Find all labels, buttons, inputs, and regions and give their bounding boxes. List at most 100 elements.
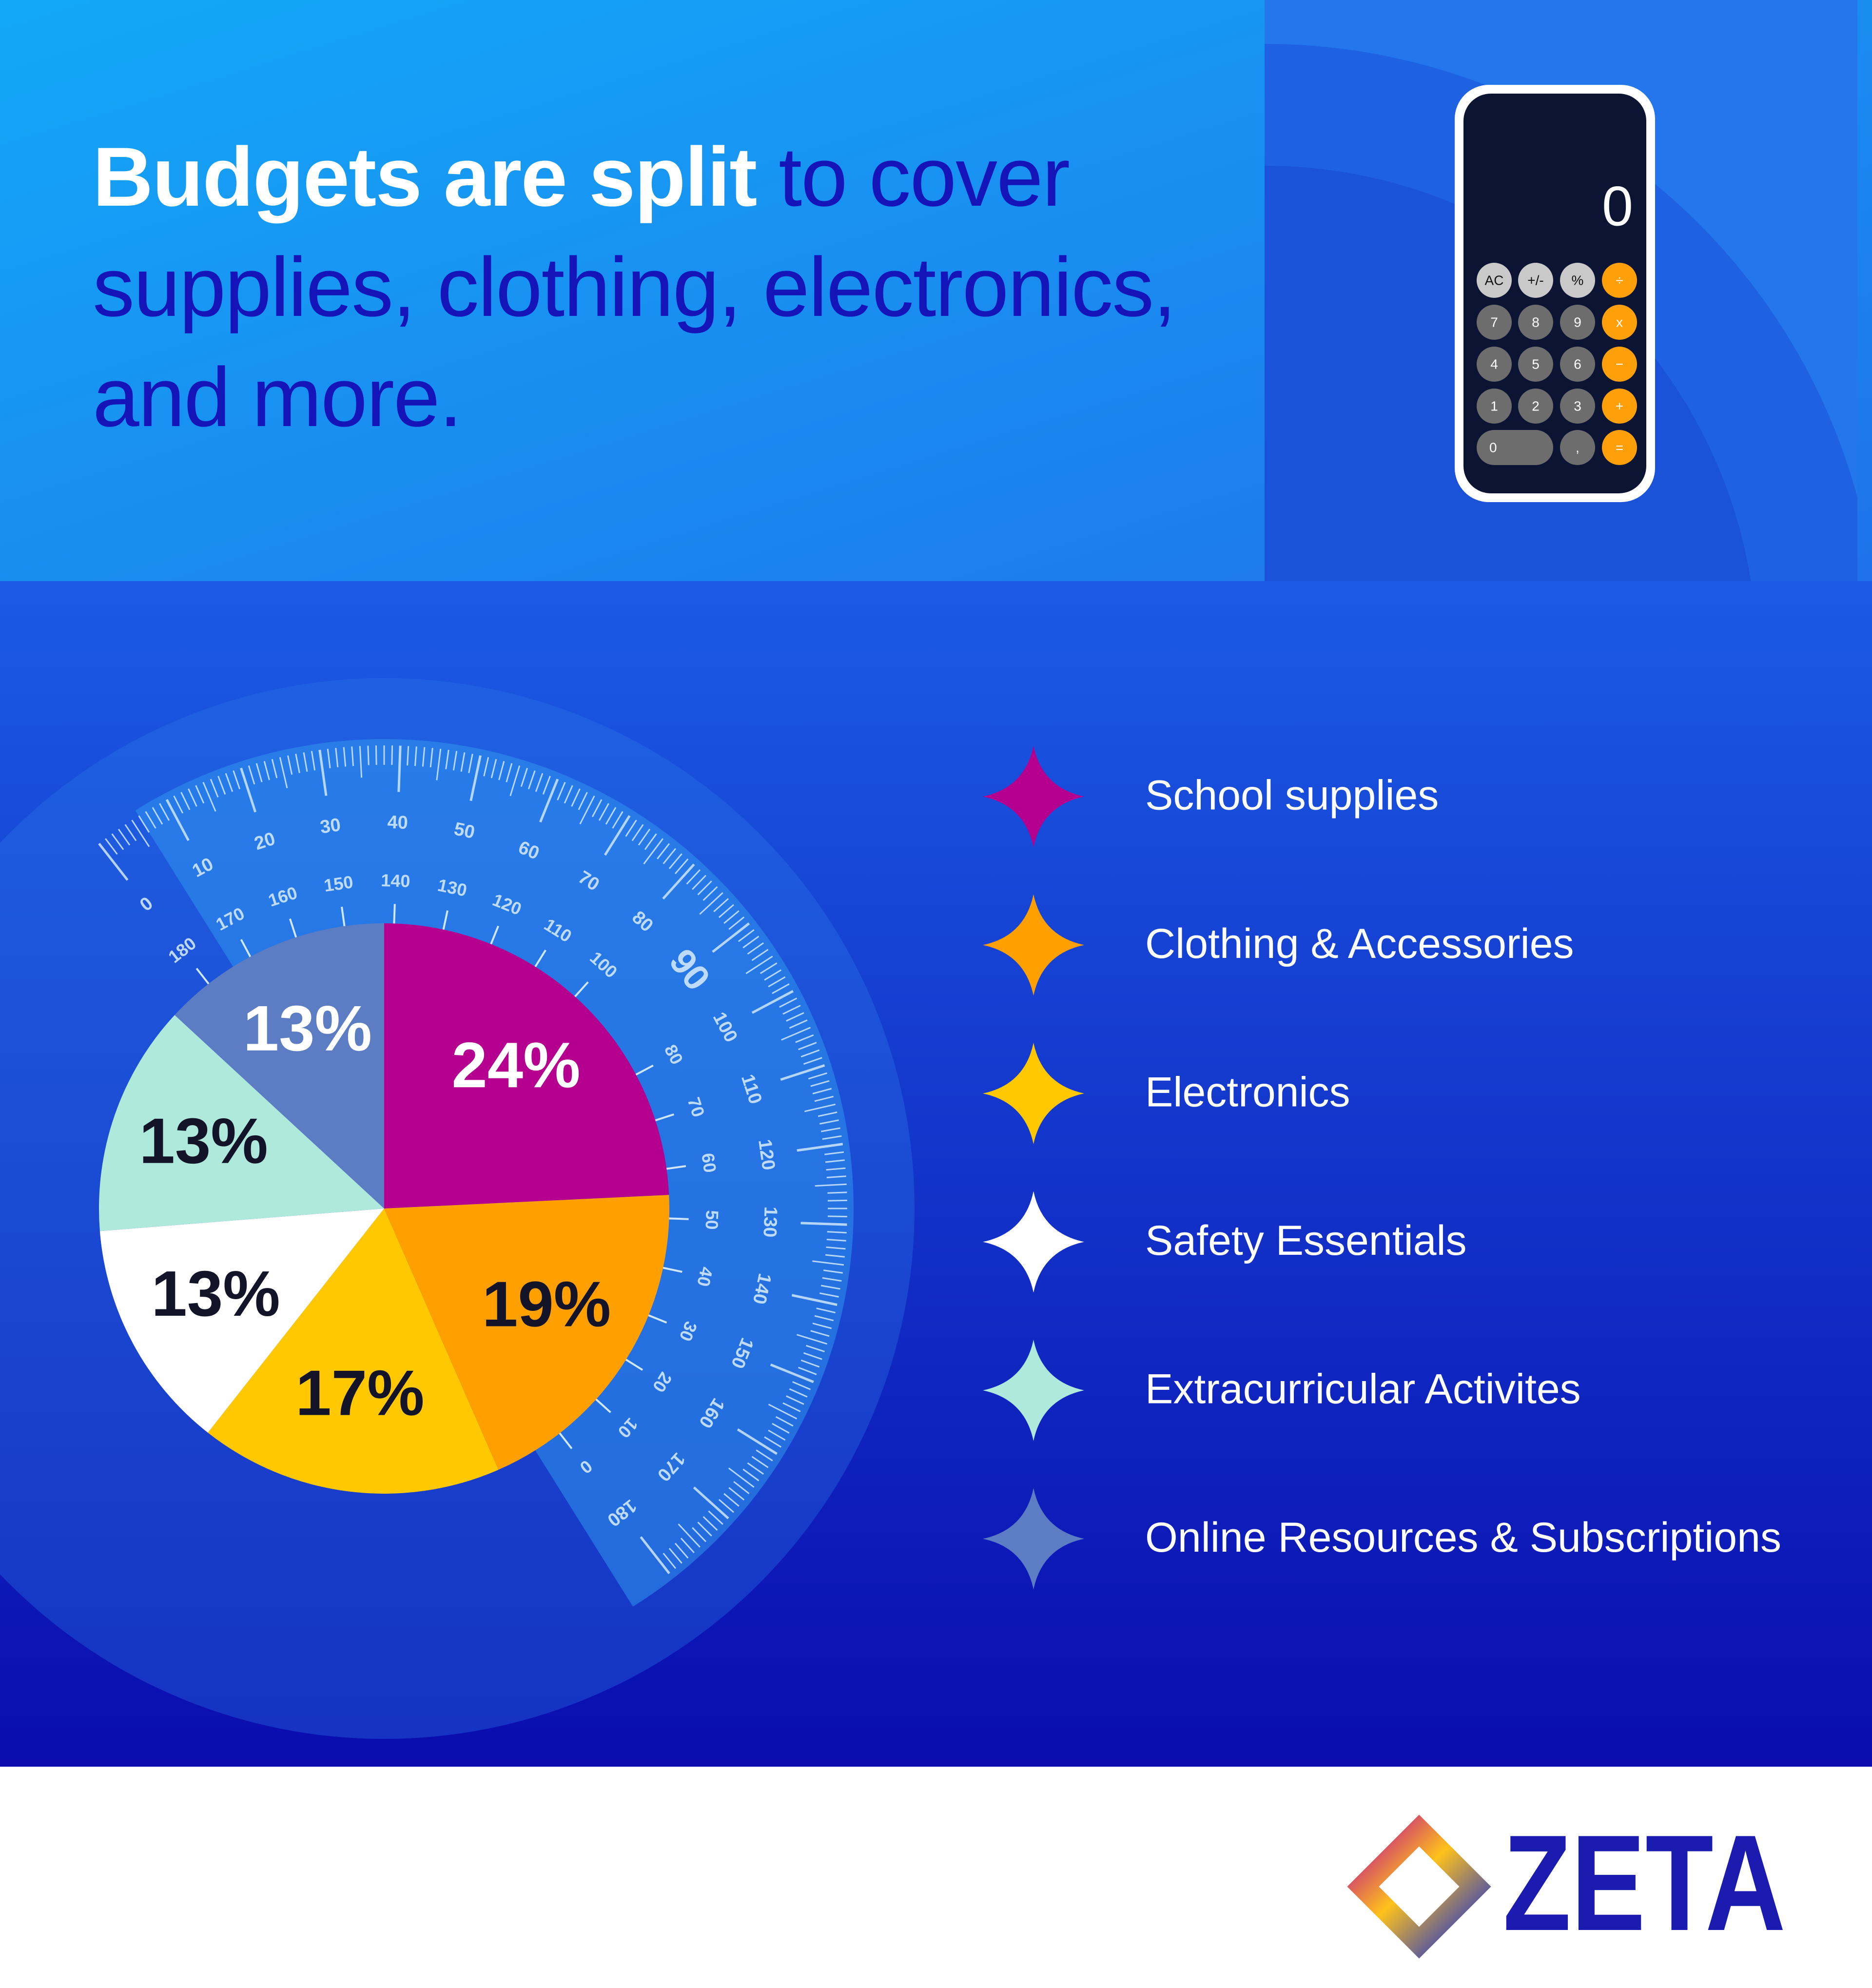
- protractor-graduation: [644, 833, 657, 850]
- protractor-graduation: [625, 819, 637, 837]
- protractor-graduation: [728, 1487, 745, 1501]
- protractor-graduation: [460, 752, 466, 772]
- calculator-key: [1560, 305, 1595, 340]
- protractor-inner-tick: [557, 1430, 573, 1449]
- legend-marker: [983, 1191, 1084, 1293]
- protractor-graduation: [699, 892, 723, 915]
- protractor-graduation: [827, 1191, 847, 1194]
- calculator-key-label: %: [1572, 273, 1584, 288]
- protractor-inner-label: 40: [693, 1265, 717, 1288]
- protractor-inner-tick: [664, 1165, 686, 1170]
- protractor-graduation: [188, 788, 197, 807]
- calculator-key-label: 7: [1490, 314, 1498, 330]
- protractor-graduation: [812, 1260, 844, 1266]
- protractor-graduation: [718, 1499, 734, 1513]
- protractor-graduation: [351, 746, 354, 766]
- protractor-graduation: [159, 803, 170, 821]
- protractor-graduation: [557, 781, 566, 800]
- protractor-graduation: [542, 776, 551, 795]
- protractor-graduation: [810, 1330, 830, 1337]
- calculator-key-label: 5: [1532, 356, 1540, 371]
- protractor-graduation: [764, 1436, 782, 1448]
- protractor-graduation: [483, 757, 489, 777]
- protractor-graduation: [827, 1199, 847, 1202]
- protractor-inner-tick: [489, 925, 499, 947]
- legend-label: Extracurricular Activites: [1145, 1366, 1581, 1413]
- protractor-graduation: [217, 776, 226, 795]
- protractor-graduation: [422, 747, 426, 767]
- protractor-graduation: [663, 1553, 677, 1569]
- protractor-graduation: [808, 1072, 827, 1080]
- pie-label: 17%: [295, 1357, 424, 1429]
- protractor-graduation: [803, 1352, 822, 1360]
- legend-marker: [983, 1043, 1084, 1144]
- protractor-graduation: [772, 1423, 790, 1434]
- calculator-key-label: AC: [1485, 273, 1504, 288]
- calculator-key: [1602, 389, 1637, 424]
- protractor-graduation: [820, 1285, 840, 1290]
- protractor-graduation: [747, 1462, 764, 1475]
- protractor-graduation: [760, 962, 778, 975]
- protractor-graduation: [535, 773, 544, 792]
- protractor-graduation: [668, 853, 682, 869]
- protractor-graduation: [728, 1467, 755, 1488]
- protractor-graduation: [271, 759, 278, 779]
- protractor-graduation: [764, 969, 782, 981]
- protractor-graduation: [445, 750, 449, 770]
- calculator-key: [1477, 389, 1512, 424]
- protractor-graduation: [723, 1493, 740, 1507]
- protractor-inner-tick: [633, 1064, 654, 1077]
- pie-label: 13%: [139, 1105, 268, 1177]
- calculator-key-label: ,: [1576, 440, 1580, 455]
- protractor-graduation: [173, 795, 184, 814]
- calculator-key-label: +: [1616, 398, 1623, 413]
- calculator-key-label: =: [1616, 440, 1623, 455]
- protractor-graduation: [279, 757, 288, 789]
- protractor-graduation: [248, 765, 255, 785]
- footer: [0, 1767, 1872, 1988]
- protractor-graduation: [702, 1516, 718, 1531]
- protractor-graduation: [827, 1215, 847, 1218]
- protractor-outer-label: 130: [759, 1206, 780, 1238]
- legend-marker: [983, 1340, 1084, 1441]
- protractor-graduation: [145, 811, 156, 829]
- protractor-graduation: [745, 955, 773, 975]
- calculator-key: [1477, 305, 1512, 340]
- protractor-inner-tick: [289, 918, 298, 940]
- protractor-graduation: [327, 748, 331, 768]
- protractor-inner-tick: [195, 968, 211, 987]
- protractor-graduation: [768, 1403, 798, 1420]
- protractor-inner-tick: [393, 904, 396, 926]
- protractor-graduation: [768, 1429, 786, 1441]
- protractor-graduation: [138, 815, 150, 833]
- protractor-graduation: [789, 1388, 808, 1398]
- protractor-graduation: [782, 1402, 801, 1412]
- protractor-graduation: [742, 1468, 760, 1481]
- protractor-graduation: [311, 751, 316, 771]
- protractor-graduation: [674, 858, 689, 875]
- protractor-graduation: [825, 1159, 845, 1163]
- protractor-graduation: [335, 748, 339, 768]
- protractor-graduation: [578, 792, 588, 810]
- protractor-graduation: [469, 755, 482, 801]
- protractor-graduation: [826, 1246, 846, 1250]
- protractor-graduation: [674, 1542, 689, 1559]
- protractor-graduation: [756, 1449, 773, 1462]
- protractor-graduation: [662, 863, 695, 900]
- protractor-graduation: [303, 752, 308, 772]
- logo-text: ZETA: [1503, 1807, 1786, 1959]
- protractor-graduation: [509, 765, 521, 797]
- protractor-inner-tick: [533, 949, 546, 970]
- protractor-graduation: [693, 1486, 729, 1520]
- protractor-graduation: [414, 746, 417, 766]
- protractor-graduation: [702, 886, 718, 901]
- protractor-graduation: [612, 811, 624, 829]
- protractor-graduation: [713, 898, 729, 913]
- calculator-key-label: 6: [1574, 356, 1581, 371]
- protractor-graduation: [131, 819, 150, 847]
- protractor-graduation: [318, 749, 328, 796]
- protractor-graduation: [810, 1080, 830, 1087]
- logo-mark: [1347, 1814, 1491, 1959]
- protractor-graduation: [111, 833, 124, 850]
